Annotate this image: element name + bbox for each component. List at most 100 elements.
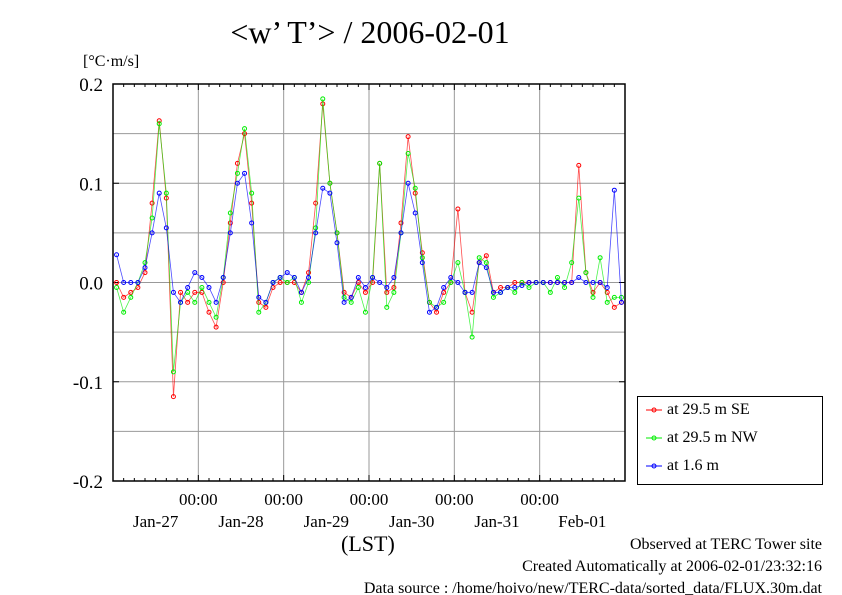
series-2	[114, 170, 624, 315]
x-tick-label: 00:00	[179, 490, 218, 509]
data-point	[412, 185, 418, 191]
data-point	[220, 280, 226, 285]
data-point	[355, 284, 361, 290]
data-point	[128, 294, 134, 300]
data-point	[249, 200, 255, 206]
data-point	[270, 280, 276, 285]
data-point	[512, 284, 518, 290]
y-tick-label: 0.0	[79, 274, 103, 295]
x-day-label: Jan-29	[304, 512, 349, 531]
series-line	[116, 172, 622, 313]
data-point	[306, 275, 312, 281]
y-tick-label: 0.1	[79, 174, 103, 195]
data-point	[569, 260, 575, 266]
data-point	[448, 280, 454, 285]
data-point	[597, 255, 603, 261]
data-point	[284, 280, 290, 285]
data-point	[434, 304, 440, 310]
y-axis-unit: [°C·m/s]	[83, 53, 140, 70]
data-point	[227, 230, 233, 236]
data-point	[256, 309, 262, 315]
data-point	[391, 275, 397, 281]
legend-label-se: at 29.5 m SE	[667, 401, 750, 418]
data-point	[334, 240, 340, 246]
data-point	[583, 280, 589, 285]
data-point	[242, 170, 248, 176]
data-point	[213, 314, 219, 320]
x-day-label: Jan-30	[389, 512, 434, 531]
data-point	[263, 299, 269, 305]
data-point	[448, 275, 454, 281]
data-point	[291, 275, 297, 281]
data-point	[306, 270, 312, 276]
data-point	[206, 284, 212, 290]
data-point	[149, 230, 155, 236]
x-day-label: Feb-01	[558, 512, 606, 531]
legend-item-se: at 29.5 m SE	[646, 401, 750, 419]
data-point	[128, 280, 134, 285]
data-point	[498, 289, 504, 295]
data-point	[476, 260, 482, 266]
data-point	[611, 294, 617, 300]
data-point	[498, 284, 504, 290]
data-point	[249, 190, 255, 196]
data-point	[320, 96, 326, 102]
data-point	[327, 190, 333, 196]
data-point	[313, 200, 319, 206]
data-point	[597, 280, 603, 285]
data-point	[234, 160, 240, 166]
data-point	[192, 299, 198, 305]
legend: at 29.5 m SE at 29.5 m NW at 1.6 m	[637, 396, 823, 485]
data-point	[618, 299, 624, 305]
data-point	[163, 190, 169, 196]
data-point	[149, 200, 155, 206]
data-point	[185, 284, 191, 290]
data-point	[426, 309, 432, 315]
data-point	[213, 299, 219, 305]
data-point	[178, 289, 184, 295]
data-point	[199, 284, 205, 290]
data-point	[178, 299, 184, 305]
data-point	[384, 304, 390, 310]
data-point	[611, 187, 617, 193]
data-point	[398, 220, 404, 226]
data-point	[554, 280, 560, 285]
data-point	[370, 275, 376, 281]
data-point	[419, 255, 425, 261]
data-point	[405, 134, 411, 140]
data-point	[604, 289, 610, 295]
data-point	[469, 334, 475, 340]
data-point	[590, 289, 596, 295]
data-point	[199, 275, 205, 281]
data-point	[370, 280, 376, 285]
data-point	[227, 220, 233, 226]
data-point	[192, 270, 198, 276]
y-tick-label: 0.2	[79, 75, 103, 96]
x-axis-label: (LST)	[341, 531, 395, 556]
data-point	[121, 294, 127, 300]
data-point	[334, 230, 340, 236]
data-point	[426, 299, 432, 305]
x-tick-label: 00:00	[264, 490, 303, 509]
data-point	[284, 270, 290, 276]
data-point	[569, 280, 575, 285]
legend-label-nw: at 29.5 m NW	[667, 429, 758, 446]
data-point	[476, 255, 482, 261]
data-point	[547, 289, 553, 295]
data-point	[490, 289, 496, 295]
x-tick-label: 00:00	[350, 490, 389, 509]
data-point	[156, 121, 162, 127]
x-day-label: Jan-28	[218, 512, 263, 531]
data-point	[135, 280, 141, 285]
data-point	[441, 284, 447, 290]
data-point	[242, 126, 248, 132]
data-point	[256, 299, 262, 305]
data-point	[114, 284, 120, 290]
legend-label-1-6m: at 1.6 m	[667, 457, 719, 474]
data-point	[604, 299, 610, 305]
data-point	[469, 289, 475, 295]
data-point	[170, 289, 176, 295]
legend-item-nw: at 29.5 m NW	[646, 429, 758, 447]
footer-created: Created Automatically at 2006-02-01/23:3…	[522, 558, 822, 575]
data-point	[526, 280, 532, 285]
